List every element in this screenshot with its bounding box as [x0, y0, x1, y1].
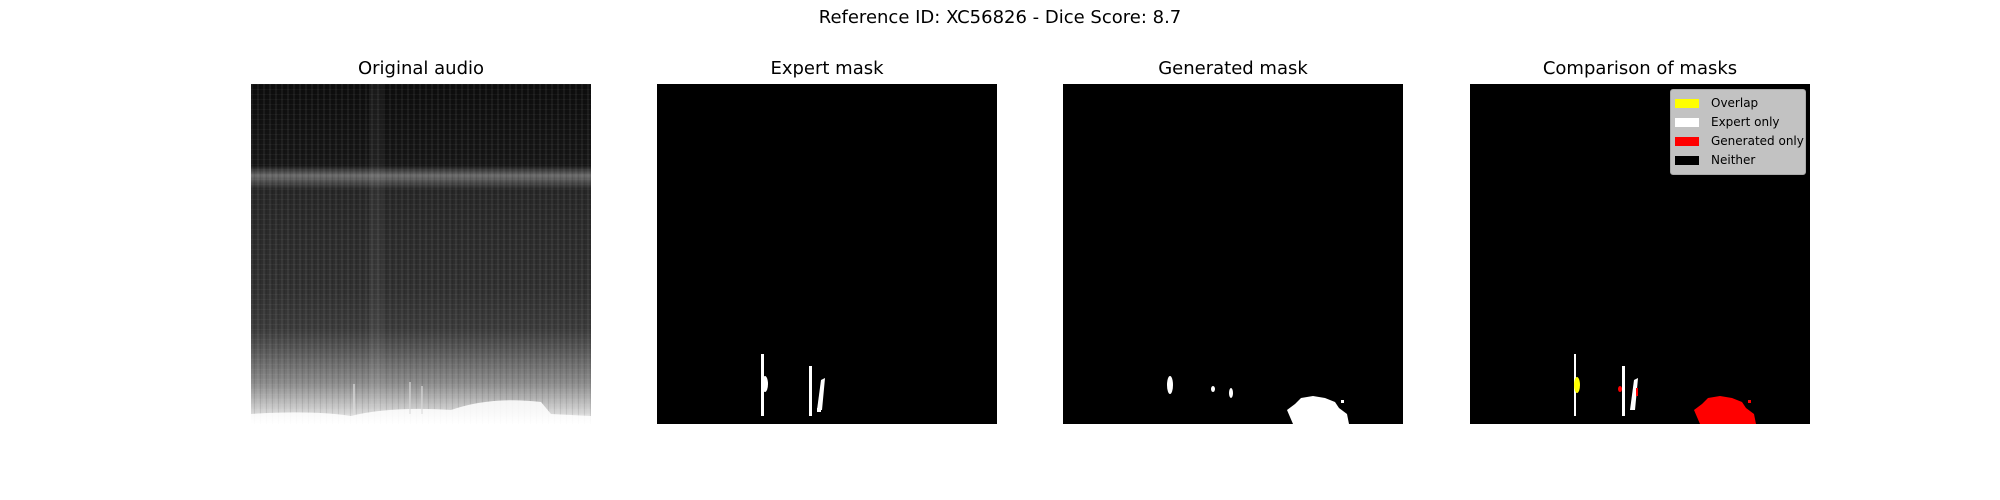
expert-mask-image: [657, 84, 997, 424]
panel-title-original-audio: Original audio: [357, 58, 485, 79]
legend-label-neither: Neither: [1711, 153, 1756, 167]
legend-item-generated-only: Generated only: [1671, 132, 1805, 151]
panel-title-expert-mask: Expert mask: [770, 58, 884, 79]
comparison-mask-graphic: [1574, 354, 1756, 424]
spectrogram-graphic: [251, 84, 591, 424]
legend-item-overlap: Overlap: [1671, 94, 1805, 113]
figure-title: Reference ID: XC56826 - Dice Score: 8.7: [818, 7, 1182, 28]
comparison-mask-image: Overlap Expert only Generated only Neith…: [1470, 84, 1810, 424]
legend-item-expert-only: Expert only: [1671, 113, 1805, 132]
panel-title-comparison: Comparison of masks: [1542, 58, 1738, 79]
generated-mask-graphic: [1167, 376, 1349, 424]
legend-label-expert-only: Expert only: [1711, 115, 1780, 129]
generated-mask-image: [1063, 84, 1403, 424]
panel-title-generated-mask: Generated mask: [1158, 58, 1308, 79]
comparison-legend: Overlap Expert only Generated only Neith…: [1670, 89, 1806, 175]
legend-label-overlap: Overlap: [1711, 96, 1759, 110]
legend-swatch-generated-only: [1675, 137, 1699, 146]
expert-mask-graphic: [761, 354, 825, 416]
legend-label-generated-only: Generated only: [1711, 134, 1804, 148]
legend-swatch-overlap: [1675, 99, 1699, 108]
legend-swatch-expert-only: [1675, 118, 1699, 127]
spectrogram-image: [251, 84, 591, 424]
legend-item-neither: Neither: [1671, 151, 1805, 170]
legend-swatch-neither: [1675, 156, 1699, 165]
